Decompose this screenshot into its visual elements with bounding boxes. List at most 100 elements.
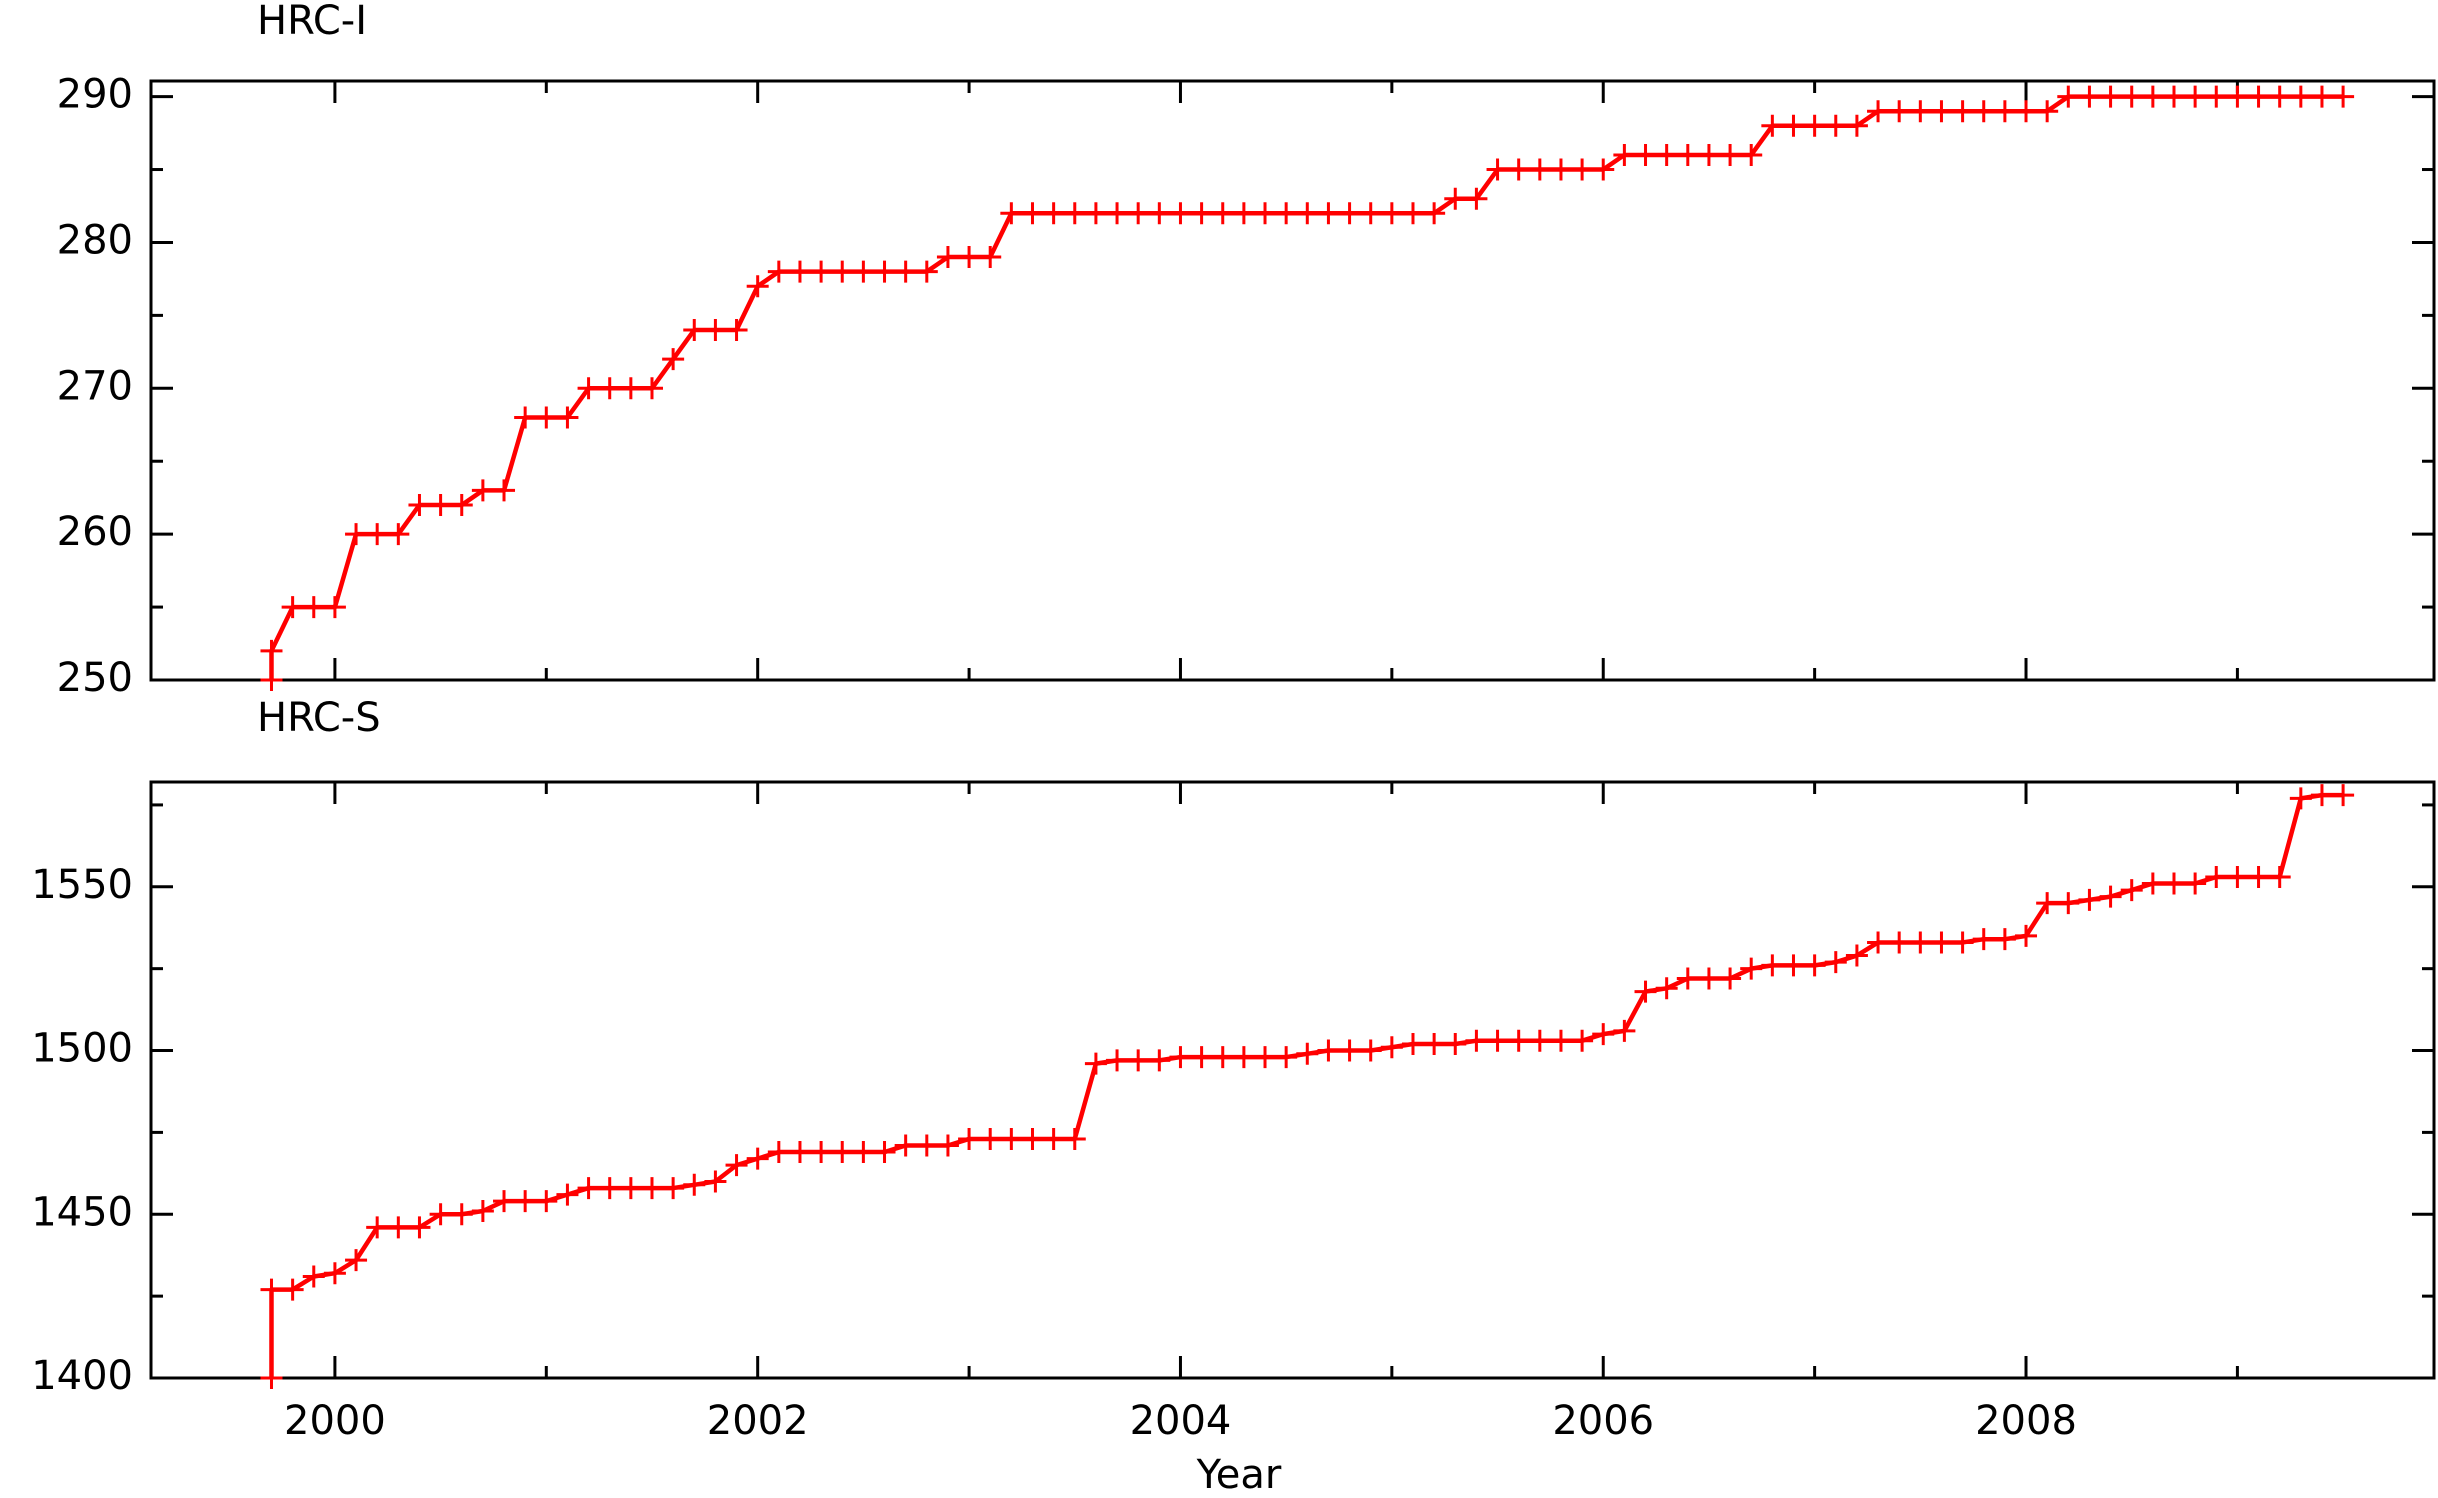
point-marker [1803, 954, 1826, 977]
point-marker [1613, 1019, 1636, 1042]
point-marker [1930, 931, 1953, 954]
point-marker [2036, 892, 2059, 915]
point-marker [767, 260, 790, 283]
point-marker [1888, 931, 1911, 954]
panel-title: HRC-S [257, 695, 381, 741]
y-tick-label: 1550 [31, 862, 133, 908]
point-marker [640, 377, 663, 400]
point-marker [471, 479, 494, 502]
point-marker [1909, 931, 1932, 954]
point-marker [2184, 85, 2207, 108]
point-marker [493, 479, 516, 502]
point-marker [2184, 872, 2207, 895]
point-marker [2289, 787, 2312, 810]
point-marker [1909, 100, 1932, 123]
point-marker [2078, 85, 2101, 108]
point-marker [2120, 85, 2143, 108]
point-marker [1148, 202, 1171, 225]
y-tick-label: 280 [57, 217, 133, 263]
point-marker [831, 1141, 854, 1164]
panel-title: HRC-I [257, 0, 367, 44]
point-marker [2099, 85, 2122, 108]
point-marker [1867, 100, 1890, 123]
point-marker [2268, 865, 2291, 888]
point-marker [598, 1177, 621, 1200]
point-marker [429, 493, 452, 516]
point-marker [936, 1134, 959, 1157]
point-marker [2036, 100, 2059, 123]
point-marker [1296, 1042, 1319, 1065]
point-marker [1254, 1046, 1277, 1069]
point-marker [1549, 1029, 1572, 1052]
point-marker [1127, 1049, 1150, 1072]
y-tick-label: 1450 [31, 1189, 133, 1235]
point-marker [1444, 187, 1467, 210]
point-marker [1359, 1039, 1382, 1062]
point-marker [1528, 1029, 1551, 1052]
point-marker [958, 1127, 981, 1150]
y-tick-label: 250 [57, 655, 133, 701]
point-marker [1380, 1036, 1403, 1059]
point-marker [746, 1147, 769, 1170]
point-marker [831, 260, 854, 283]
point-marker [1613, 143, 1636, 166]
point-marker [345, 523, 368, 546]
point-marker [2099, 885, 2122, 908]
point-marker [345, 1249, 368, 1272]
point-marker [1127, 202, 1150, 225]
point-marker [1317, 202, 1340, 225]
point-marker [1867, 931, 1890, 954]
point-marker [1761, 954, 1784, 977]
point-marker [1719, 967, 1742, 990]
point-marker [1401, 202, 1424, 225]
point-marker [323, 1262, 346, 1285]
point-marker [366, 523, 389, 546]
point-marker [2162, 872, 2185, 895]
point-marker [1296, 202, 1319, 225]
point-marker [260, 669, 283, 691]
point-marker [493, 1190, 516, 1213]
point-marker [2268, 85, 2291, 108]
point-marker [1359, 202, 1382, 225]
point-marker [788, 1141, 811, 1164]
point-marker [1169, 1046, 1192, 1069]
point-marker [1507, 1029, 1530, 1052]
point-marker [873, 1141, 896, 1164]
point-marker [1740, 143, 1763, 166]
point-marker [471, 1199, 494, 1222]
point-marker [1972, 928, 1995, 951]
point-marker [1401, 1032, 1424, 1055]
point-marker [1338, 1039, 1361, 1062]
point-marker [1254, 202, 1277, 225]
point-marker [1063, 1127, 1086, 1150]
point-marker [1380, 202, 1403, 225]
point-marker [1993, 928, 2016, 951]
point-marker [1993, 100, 2016, 123]
point-marker [1782, 954, 1805, 977]
point-marker [725, 318, 748, 341]
point-marker [1740, 957, 1763, 980]
point-marker [1211, 202, 1234, 225]
point-marker [429, 1203, 452, 1226]
point-marker [450, 493, 473, 516]
point-marker [1021, 202, 1044, 225]
point-marker [852, 260, 875, 283]
point-marker [619, 377, 642, 400]
point-marker [2226, 85, 2249, 108]
point-marker [1169, 202, 1192, 225]
point-marker [1676, 143, 1699, 166]
point-marker [1571, 158, 1594, 181]
point-marker [1042, 202, 1065, 225]
point-marker [746, 275, 769, 298]
x-tick-label: 2006 [1552, 1398, 1654, 1444]
point-marker [1106, 1049, 1129, 1072]
point-marker [302, 1265, 325, 1288]
point-marker [598, 377, 621, 400]
point-marker [1845, 944, 1868, 967]
point-marker [2247, 85, 2270, 108]
point-marker [1507, 158, 1530, 181]
point-marker [1232, 202, 1255, 225]
point-marker [1845, 114, 1868, 137]
